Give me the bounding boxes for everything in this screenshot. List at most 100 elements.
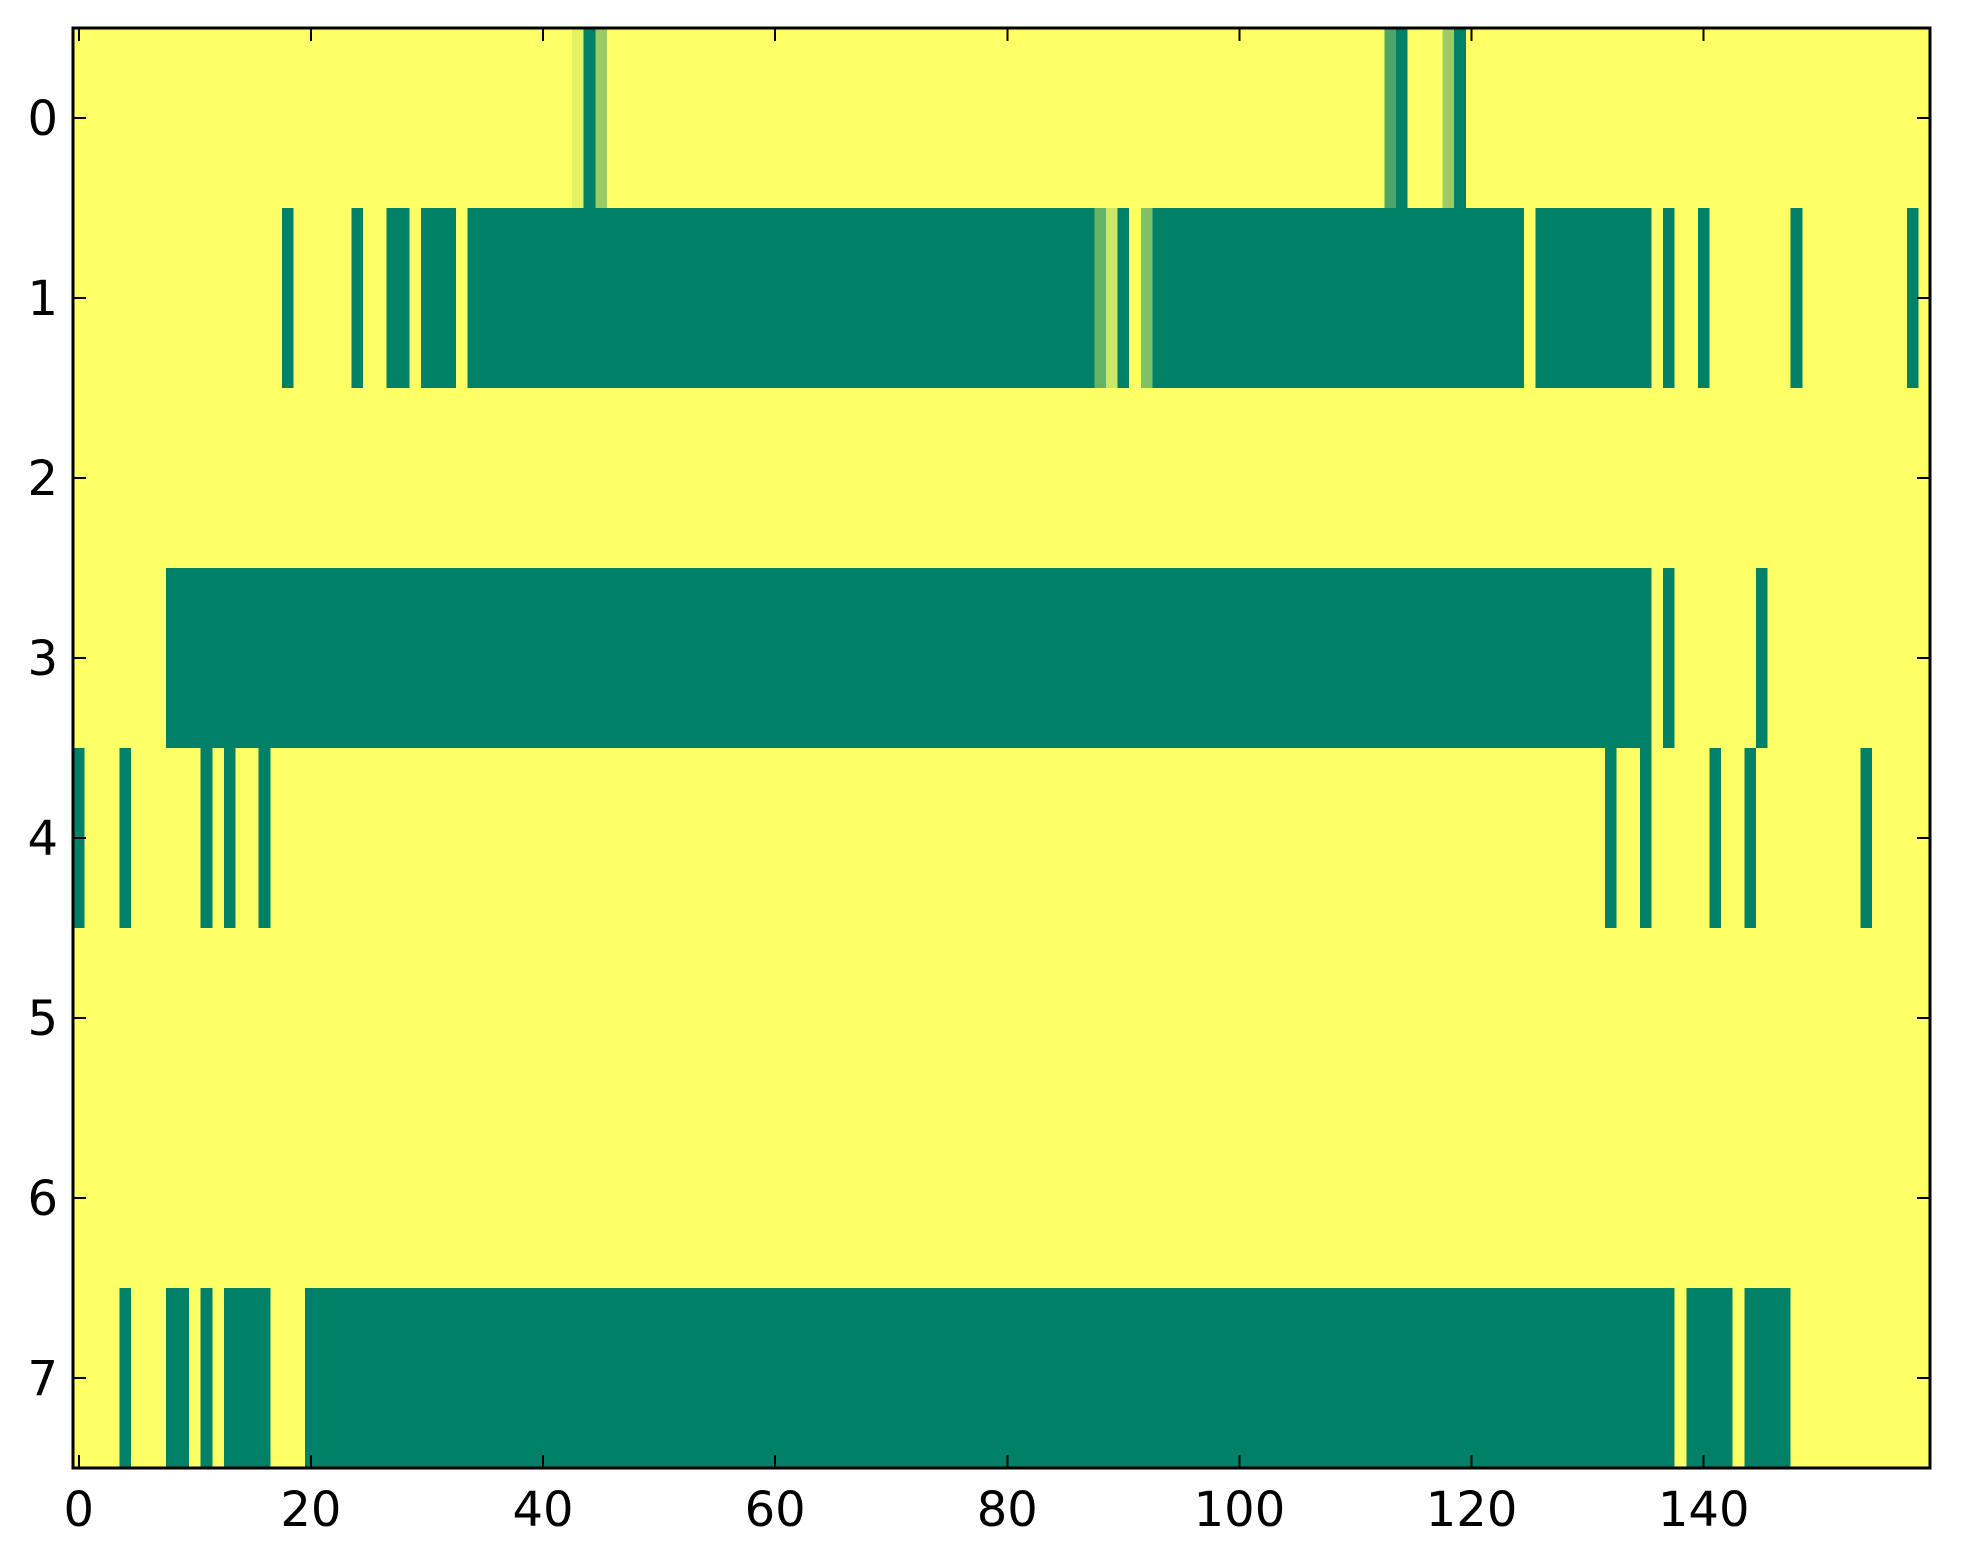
heatmap-cell <box>1280 28 1293 209</box>
heatmap-cell <box>769 208 782 389</box>
heatmap-cell <box>1442 748 1455 929</box>
heatmap-cell <box>873 748 887 929</box>
heatmap-cell <box>514 1108 527 1289</box>
heatmap-cell <box>1303 928 1316 1109</box>
heatmap-cell <box>1488 928 1502 1109</box>
heatmap-cell <box>1268 388 1281 569</box>
heatmap-cell <box>943 748 956 929</box>
heatmap-cell <box>804 1288 817 1469</box>
heatmap-cell <box>537 1288 550 1469</box>
heatmap-cell <box>1117 568 1130 749</box>
heatmap-cell <box>1663 1108 1676 1289</box>
heatmap-cell <box>514 208 527 389</box>
heatmap-cell <box>1616 568 1629 749</box>
heatmap-cell <box>664 28 678 209</box>
heatmap-cell <box>421 28 434 209</box>
heatmap-cell <box>1001 1108 1014 1289</box>
heatmap-cell <box>1663 208 1676 389</box>
heatmap-cell <box>711 28 724 209</box>
heatmap-cell <box>1895 568 1908 749</box>
heatmap-cell <box>966 28 979 209</box>
heatmap-cell <box>165 1108 179 1289</box>
heatmap-cell <box>131 928 144 1109</box>
heatmap-cell <box>363 928 376 1109</box>
heatmap-cell <box>1175 1288 1188 1469</box>
heatmap-cell <box>1187 208 1200 389</box>
heatmap-cell <box>200 568 213 749</box>
heatmap-cell <box>1071 1288 1084 1469</box>
heatmap-cell <box>96 748 109 929</box>
heatmap-cell <box>1384 748 1397 929</box>
heatmap-cell <box>1024 388 1037 569</box>
heatmap-cell <box>1314 928 1328 1109</box>
heatmap-cell <box>664 748 678 929</box>
heatmap-cell <box>200 208 213 389</box>
heatmap-cell <box>1628 748 1641 929</box>
heatmap-cell <box>1802 1288 1815 1469</box>
y-tick-label: 6 <box>27 1171 58 1227</box>
heatmap-cell <box>1674 1288 1687 1469</box>
heatmap-cell <box>1616 28 1629 209</box>
heatmap-cell <box>1651 208 1664 389</box>
heatmap-cell <box>920 388 933 569</box>
heatmap-cell <box>804 208 817 389</box>
heatmap-cell <box>815 928 829 1109</box>
heatmap-cell <box>955 1108 968 1289</box>
heatmap-cell <box>1906 28 1919 209</box>
heatmap-cell <box>548 748 562 929</box>
heatmap-cell <box>131 568 144 749</box>
heatmap-cell <box>1883 748 1896 929</box>
heatmap-cell <box>1570 208 1583 389</box>
y-tick-label: 7 <box>27 1351 58 1407</box>
heatmap-cell <box>154 1288 167 1469</box>
heatmap-cell <box>769 1108 782 1289</box>
heatmap-cell <box>305 748 318 929</box>
heatmap-cell <box>1198 1108 1212 1289</box>
heatmap-cell <box>1442 928 1455 1109</box>
heatmap-cell <box>1500 1288 1513 1469</box>
heatmap-cell <box>1454 568 1467 749</box>
heatmap-cell <box>1047 1288 1061 1469</box>
heatmap-cell <box>653 1108 666 1289</box>
heatmap-cell <box>467 208 480 389</box>
heatmap-cell <box>908 1288 921 1469</box>
heatmap-cell <box>525 928 538 1109</box>
heatmap-cell <box>734 208 747 389</box>
heatmap-cell <box>351 388 364 569</box>
heatmap-cell <box>1639 928 1653 1109</box>
heatmap-cell <box>931 568 945 749</box>
heatmap-cell <box>1245 568 1258 749</box>
heatmap-cell <box>1616 208 1629 389</box>
heatmap-cell <box>490 928 504 1109</box>
heatmap-cell <box>339 748 353 929</box>
heatmap-cell <box>409 568 422 749</box>
heatmap-cell <box>850 388 863 569</box>
heatmap-cell <box>397 568 411 749</box>
heatmap-cell <box>84 208 97 389</box>
heatmap-cell <box>142 748 155 929</box>
heatmap-cell <box>1813 928 1827 1109</box>
heatmap-cell <box>386 1288 399 1469</box>
heatmap-cell <box>1024 568 1037 749</box>
heatmap-cell <box>583 28 596 209</box>
heatmap-cell <box>1709 28 1722 209</box>
x-tick-label: 140 <box>1658 1482 1750 1538</box>
heatmap-cell <box>351 928 364 1109</box>
heatmap-cell <box>1744 28 1757 209</box>
heatmap-cell <box>1430 568 1444 749</box>
heatmap-cell <box>1605 928 1618 1109</box>
heatmap-cell <box>618 208 631 389</box>
heatmap-cell <box>1581 388 1595 569</box>
heatmap-cell <box>734 928 747 1109</box>
heatmap-cell <box>1732 28 1745 209</box>
heatmap-cell <box>688 568 701 749</box>
heatmap-cell <box>1198 748 1212 929</box>
heatmap-cell <box>1895 388 1908 569</box>
heatmap-cell <box>572 28 585 209</box>
heatmap-cell <box>1047 28 1061 209</box>
heatmap-cell <box>1361 928 1374 1109</box>
x-tick-label: 40 <box>513 1482 574 1538</box>
heatmap-cell <box>862 748 875 929</box>
heatmap-cell <box>84 568 97 749</box>
heatmap-cell <box>1465 1288 1478 1469</box>
